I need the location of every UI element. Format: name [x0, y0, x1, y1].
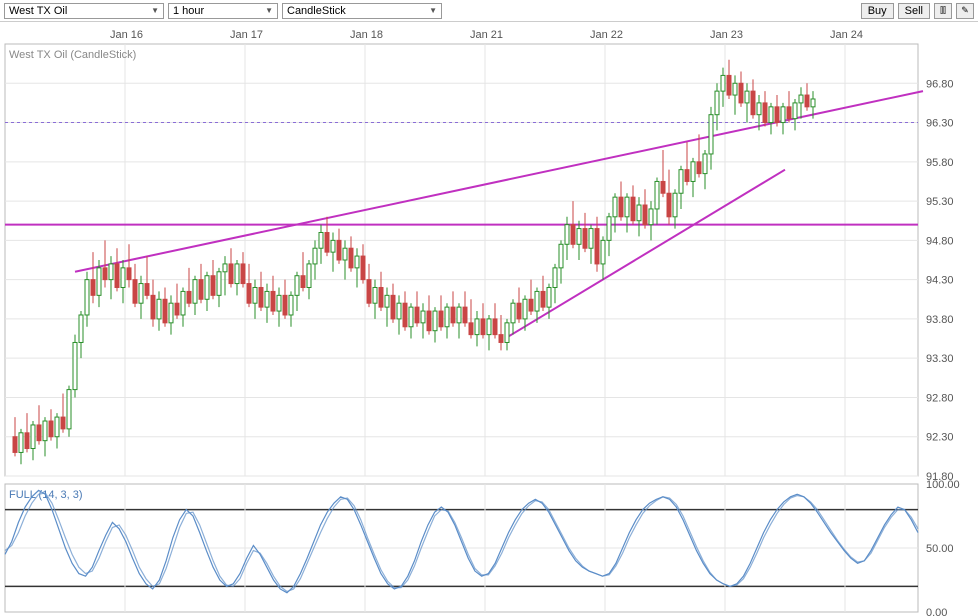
sell-button[interactable]: Sell [898, 3, 930, 19]
svg-text:93.80: 93.80 [926, 314, 954, 326]
instrument-dropdown[interactable]: West TX Oil ▼ [4, 3, 164, 19]
svg-text:Jan 22: Jan 22 [590, 29, 623, 41]
charttype-label: CandleStick [287, 5, 421, 17]
chevron-down-icon: ▼ [429, 6, 437, 15]
svg-text:Jan 18: Jan 18 [350, 29, 383, 41]
interval-dropdown[interactable]: 1 hour ▼ [168, 3, 278, 19]
svg-text:94.30: 94.30 [926, 275, 954, 287]
charttype-dropdown[interactable]: CandleStick ▼ [282, 3, 442, 19]
edit-icon[interactable]: ✎ [956, 3, 974, 19]
instrument-label: West TX Oil [9, 5, 143, 17]
svg-text:95.80: 95.80 [926, 157, 954, 169]
svg-text:96.30: 96.30 [926, 118, 954, 130]
svg-text:Jan 23: Jan 23 [710, 29, 743, 41]
buy-label: Buy [868, 5, 887, 17]
svg-text:94.80: 94.80 [926, 235, 954, 247]
svg-text:50.00: 50.00 [926, 543, 954, 555]
sell-label: Sell [905, 5, 923, 17]
chart-area[interactable]: 91.8092.3092.8093.3093.8094.3094.8095.30… [0, 22, 978, 616]
chart-svg: 91.8092.3092.8093.3093.8094.3094.8095.30… [0, 22, 978, 616]
svg-text:92.80: 92.80 [926, 392, 954, 404]
svg-text:0.00: 0.00 [926, 607, 947, 616]
svg-text:96.80: 96.80 [926, 78, 954, 90]
svg-text:100.00: 100.00 [926, 479, 960, 491]
svg-text:93.30: 93.30 [926, 353, 954, 365]
svg-text:Jan 16: Jan 16 [110, 29, 143, 41]
svg-text:Jan 24: Jan 24 [830, 29, 863, 41]
chevron-down-icon: ▼ [151, 6, 159, 15]
buy-button[interactable]: Buy [861, 3, 894, 19]
svg-text:Jan 21: Jan 21 [470, 29, 503, 41]
chevron-down-icon: ▼ [265, 6, 273, 15]
interval-label: 1 hour [173, 5, 257, 17]
svg-text:95.30: 95.30 [926, 196, 954, 208]
toolbar: West TX Oil ▼ 1 hour ▼ CandleStick ▼ Buy… [0, 0, 978, 22]
svg-text:92.30: 92.30 [926, 432, 954, 444]
chart-tools-icon[interactable]: ⫿⫿ [934, 3, 952, 19]
svg-text:Jan 17: Jan 17 [230, 29, 263, 41]
svg-text:West TX Oil (CandleStick): West TX Oil (CandleStick) [9, 49, 136, 61]
